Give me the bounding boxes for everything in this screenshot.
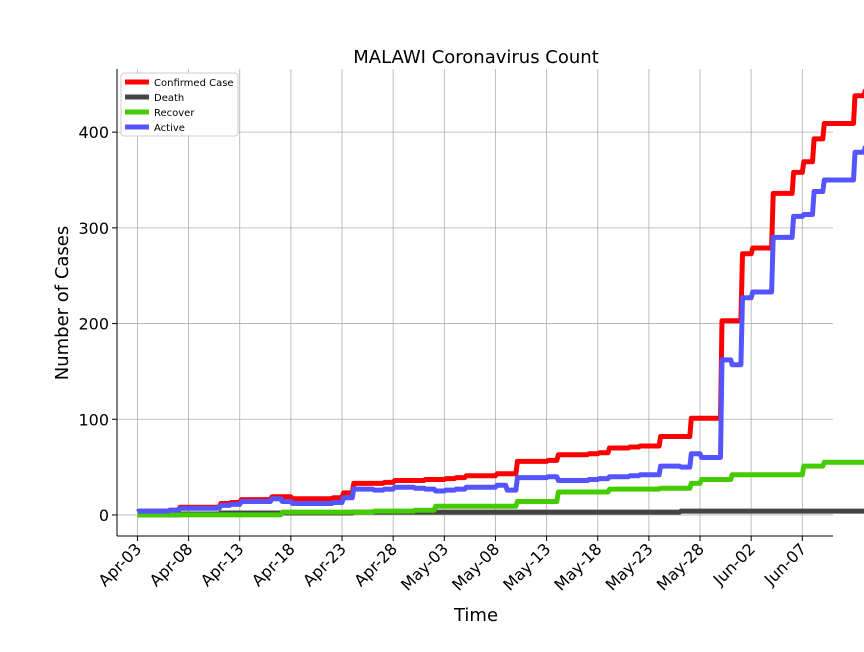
y-tick-label: 300: [78, 219, 109, 238]
y-tick-label: 100: [78, 410, 109, 429]
y-tick-label: 200: [78, 315, 109, 334]
legend-label: Confirmed Case: [154, 78, 234, 89]
y-tick-label: 400: [78, 123, 109, 142]
series-line-confirmed-case: [138, 91, 864, 512]
series-line-recover: [138, 462, 864, 515]
axes: [117, 69, 833, 536]
series-line-active: [138, 148, 864, 513]
y-axis-label: Number of Cases: [52, 226, 73, 381]
x-tick-label: May-08: [448, 539, 503, 594]
x-tick-label: Apr-03: [95, 539, 146, 590]
y-tick-label: 0: [99, 506, 109, 525]
x-tick-label: Apr-18: [248, 539, 299, 590]
legend-label: Recover: [154, 108, 195, 119]
x-tick-label: May-18: [550, 539, 605, 594]
x-tick-label: Apr-23: [299, 539, 350, 590]
x-tick-label: Jun-07: [760, 539, 810, 589]
x-tick-label: May-23: [602, 539, 657, 594]
x-tick-label: May-28: [653, 539, 708, 594]
x-tick-label: Jun-02: [709, 539, 759, 589]
legend: Confirmed Case Death Recover Active: [121, 73, 238, 136]
x-tick-label: Apr-08: [146, 539, 197, 590]
x-axis-label: Time: [453, 605, 498, 626]
legend-label: Death: [154, 93, 184, 104]
x-tick-label: Apr-28: [350, 539, 401, 590]
x-tick-label: Apr-13: [197, 539, 248, 590]
grid-lines: [117, 69, 833, 536]
series-lines: [138, 91, 864, 515]
x-tick-label: May-03: [397, 539, 452, 594]
y-axis-ticks: 0 100 200 300 400: [78, 123, 117, 525]
chart-title: MALAWI Coronavirus Count: [353, 47, 599, 68]
legend-label: Active: [154, 123, 185, 134]
x-tick-label: May-13: [499, 539, 554, 594]
